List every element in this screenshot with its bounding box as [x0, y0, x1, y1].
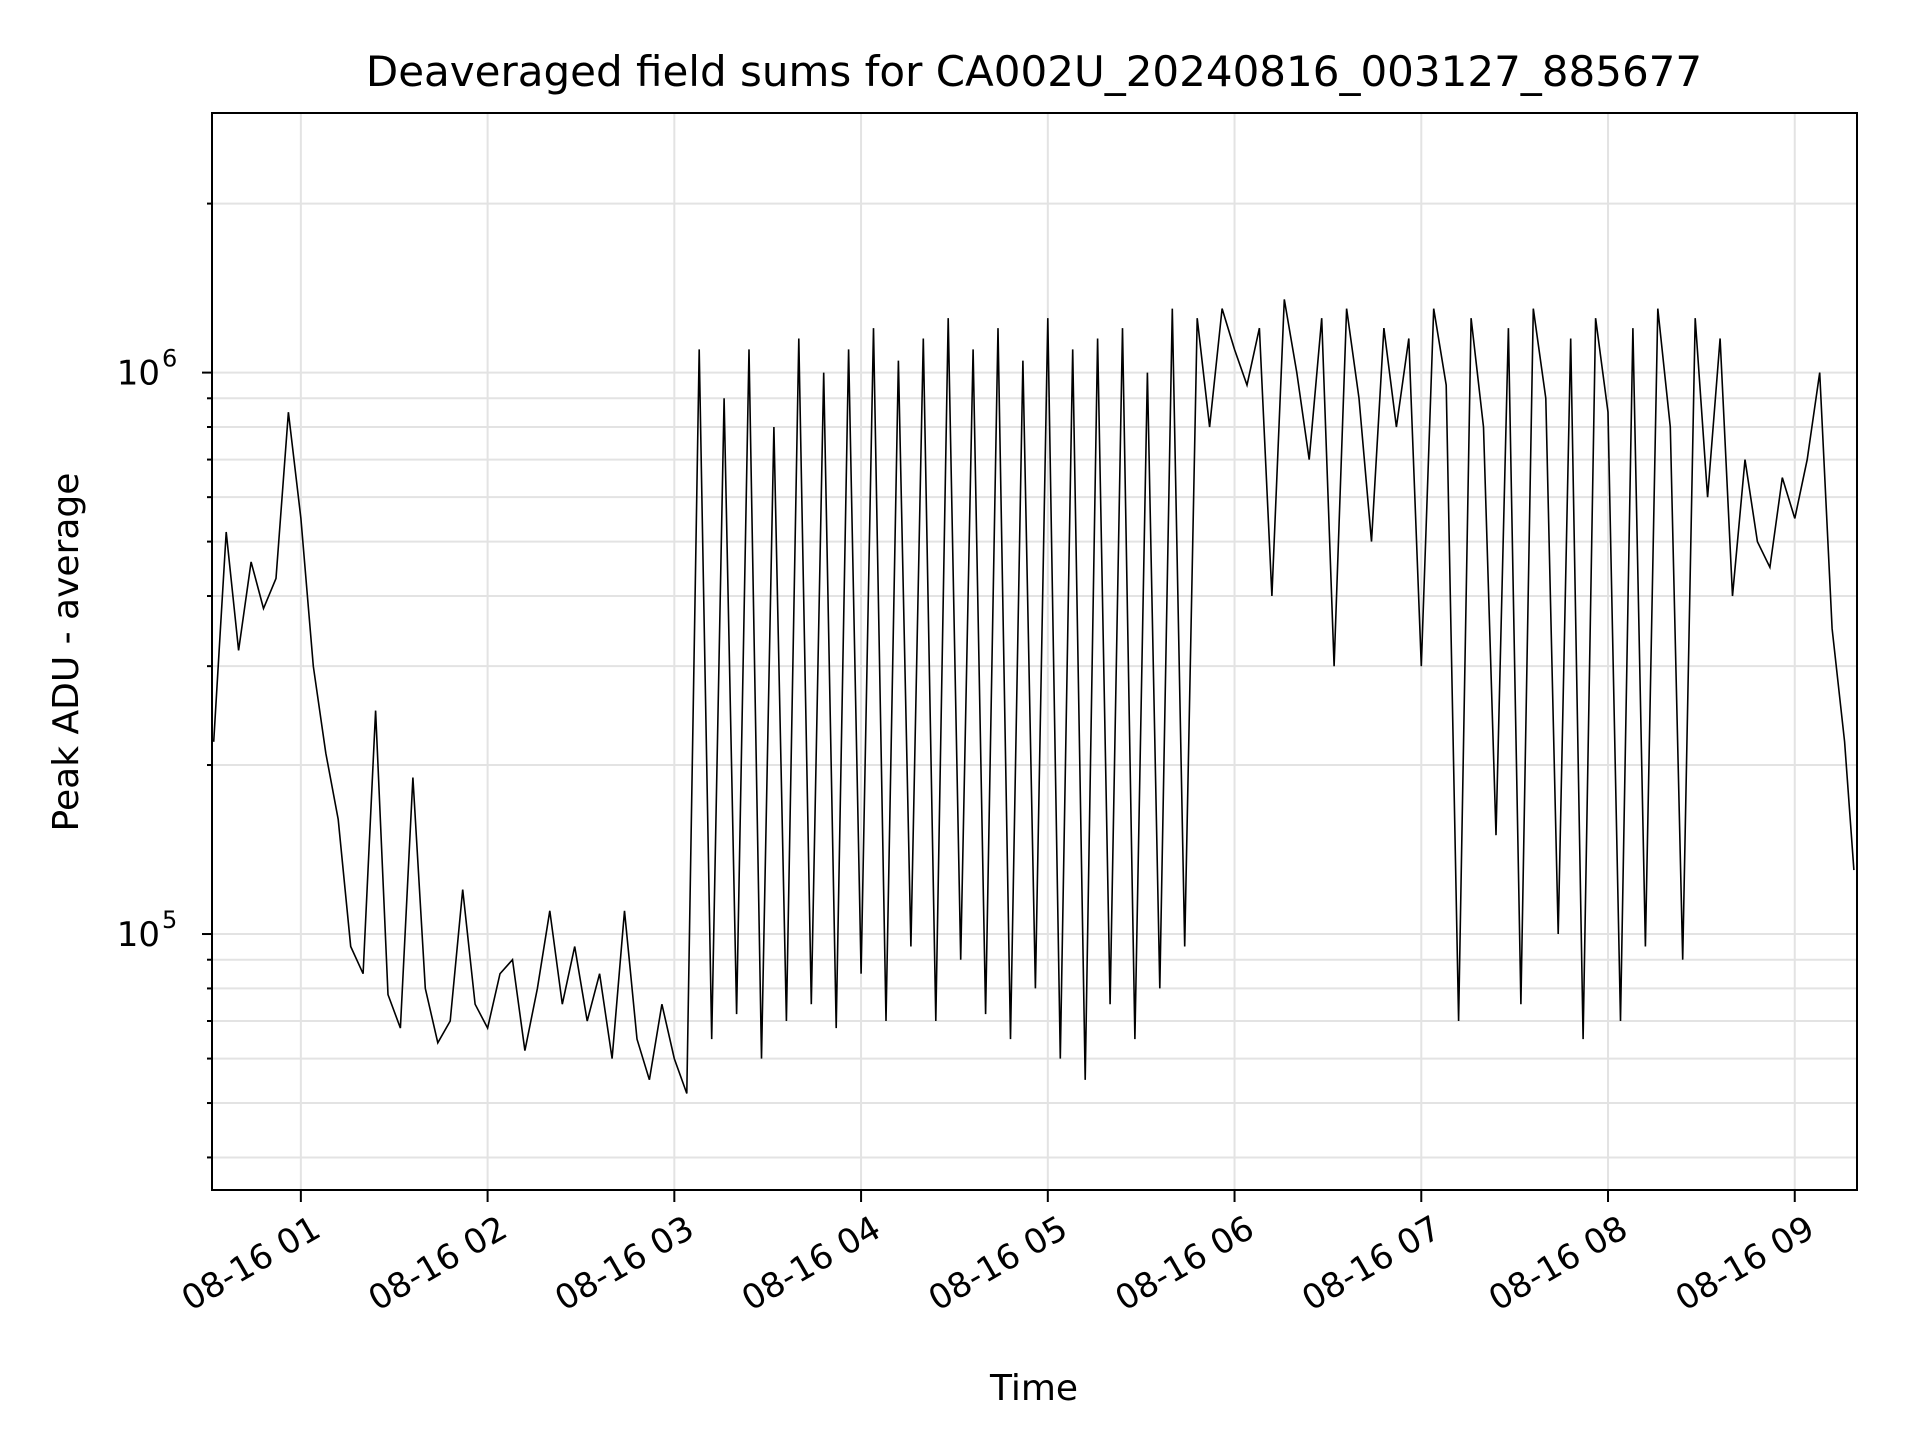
chart-title: Deaveraged field sums for CA002U_2024081… [366, 47, 1702, 96]
y-tick-exponent: 6 [162, 345, 177, 373]
series-layer [212, 299, 1855, 1094]
series-line [212, 299, 1855, 1094]
y-tick-label: 10 [117, 354, 160, 394]
grid-layer [212, 113, 1857, 1190]
y-tick-label: 10 [117, 915, 160, 955]
x-axis-label: Time [989, 1368, 1078, 1409]
y-axis-label: Peak ADU - average [46, 473, 87, 832]
plot-frame [211, 112, 1858, 1191]
y-tick-exponent: 5 [162, 906, 177, 934]
